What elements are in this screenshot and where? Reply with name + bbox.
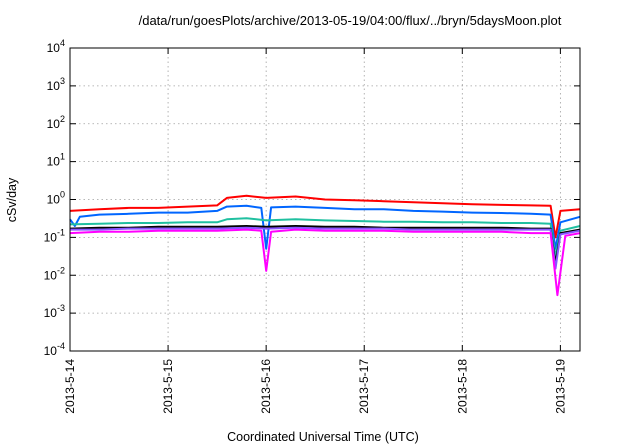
y-tick-label: 100 xyxy=(47,190,65,207)
y-tick-base: 10 xyxy=(47,193,61,207)
y-tick-exponent: 3 xyxy=(60,76,65,86)
y-tick-label: 10-1 xyxy=(44,227,65,244)
x-tick-label: 2013-5-14 xyxy=(63,359,77,414)
y-tick-label: 10-4 xyxy=(44,341,65,358)
x-tick-label: 2013-5-15 xyxy=(161,359,175,414)
x-tick-label: 2013-5-16 xyxy=(259,359,273,414)
y-tick-exponent: -2 xyxy=(57,265,65,275)
series-line-2 xyxy=(69,204,581,250)
y-axis-label: cSv/day xyxy=(5,177,19,222)
x-axis-label: Coordinated Universal Time (UTC) xyxy=(227,430,419,444)
y-tick-label: 102 xyxy=(47,114,65,131)
y-tick-label: 101 xyxy=(47,152,65,169)
y-tick-label: 10-2 xyxy=(44,265,65,282)
y-tick-exponent: 1 xyxy=(60,152,65,162)
series-line-3 xyxy=(69,217,581,259)
grid xyxy=(70,48,580,351)
series-line-5 xyxy=(70,226,581,270)
series-line-1 xyxy=(69,194,581,239)
series-layer xyxy=(69,194,581,297)
y-tick-base: 10 xyxy=(44,306,58,320)
x-tick-label: 2013-5-17 xyxy=(357,359,371,414)
y-tick-exponent: -3 xyxy=(57,303,65,313)
y-tick-label: 104 xyxy=(47,38,65,55)
y-tick-base: 10 xyxy=(44,230,58,244)
y-tick-base: 10 xyxy=(44,268,58,282)
series-line-6 xyxy=(69,228,581,297)
x-tick-label: 2013-5-18 xyxy=(455,359,469,414)
y-tick-base: 10 xyxy=(47,79,61,93)
y-tick-base: 10 xyxy=(47,155,61,169)
y-tick-base: 10 xyxy=(47,41,61,55)
y-tick-label: 10-3 xyxy=(44,303,65,320)
x-tick-label: 2013-5-19 xyxy=(553,359,567,414)
y-tick-base: 10 xyxy=(44,344,58,358)
y-tick-exponent: 2 xyxy=(60,114,65,124)
y-tick-exponent: 0 xyxy=(60,190,65,200)
y-tick-base: 10 xyxy=(47,117,61,131)
y-tick-exponent: 4 xyxy=(60,38,65,48)
y-tick-label: 103 xyxy=(47,76,65,93)
chart-title: /data/run/goesPlots/archive/2013-05-19/0… xyxy=(139,13,562,28)
ticks: 10-410-310-210-11001011021031042013-5-14… xyxy=(44,38,580,414)
y-tick-exponent: -1 xyxy=(57,227,65,237)
y-tick-exponent: -4 xyxy=(57,341,65,351)
